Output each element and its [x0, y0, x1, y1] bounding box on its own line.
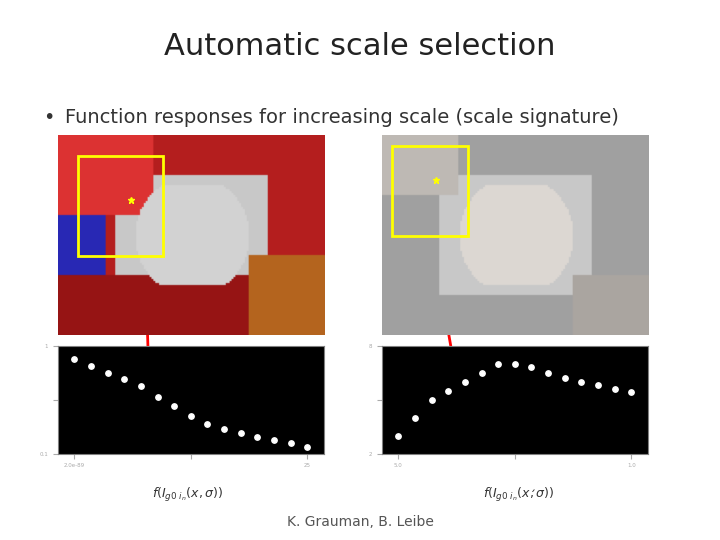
Point: [152, 393, 163, 401]
Point: [218, 425, 230, 434]
Point: [235, 429, 246, 437]
Point: [118, 375, 130, 383]
Point: [442, 386, 454, 395]
Point: [302, 443, 313, 451]
Point: [269, 436, 280, 444]
Point: [526, 363, 537, 372]
Point: [626, 388, 637, 397]
Text: •: •: [43, 108, 55, 127]
Point: [102, 368, 113, 377]
Point: [135, 382, 147, 390]
Bar: [78, 156, 163, 256]
Text: Automatic scale selection: Automatic scale selection: [164, 32, 556, 62]
Point: [409, 413, 420, 422]
Point: [609, 384, 621, 393]
Point: [559, 374, 570, 382]
Point: [68, 355, 80, 363]
Point: [459, 377, 471, 386]
Point: [426, 395, 437, 404]
Point: [252, 433, 264, 442]
Point: [593, 381, 604, 389]
Point: [392, 431, 404, 440]
Point: [509, 359, 521, 368]
Point: [492, 359, 504, 368]
Point: [576, 377, 588, 386]
Text: Function responses for increasing scale (scale signature): Function responses for increasing scale …: [65, 108, 618, 127]
Bar: [392, 146, 468, 236]
Point: [168, 402, 180, 410]
X-axis label: scale: scale: [504, 474, 526, 483]
Point: [202, 420, 213, 428]
Point: [185, 411, 197, 420]
Text: K. Grauman, B. Leibe: K. Grauman, B. Leibe: [287, 515, 433, 529]
Point: [285, 438, 297, 447]
Point: [476, 368, 487, 377]
Point: [85, 362, 96, 370]
Point: [542, 368, 554, 377]
Text: $f(I_{g0\ i_n}(x,\sigma))$: $f(I_{g0\ i_n}(x,\sigma))$: [152, 486, 222, 504]
X-axis label: scale: scale: [180, 474, 202, 483]
Text: $f(I_{g0\ i_n}(x\',\sigma))$: $f(I_{g0\ i_n}(x\',\sigma))$: [483, 486, 554, 504]
